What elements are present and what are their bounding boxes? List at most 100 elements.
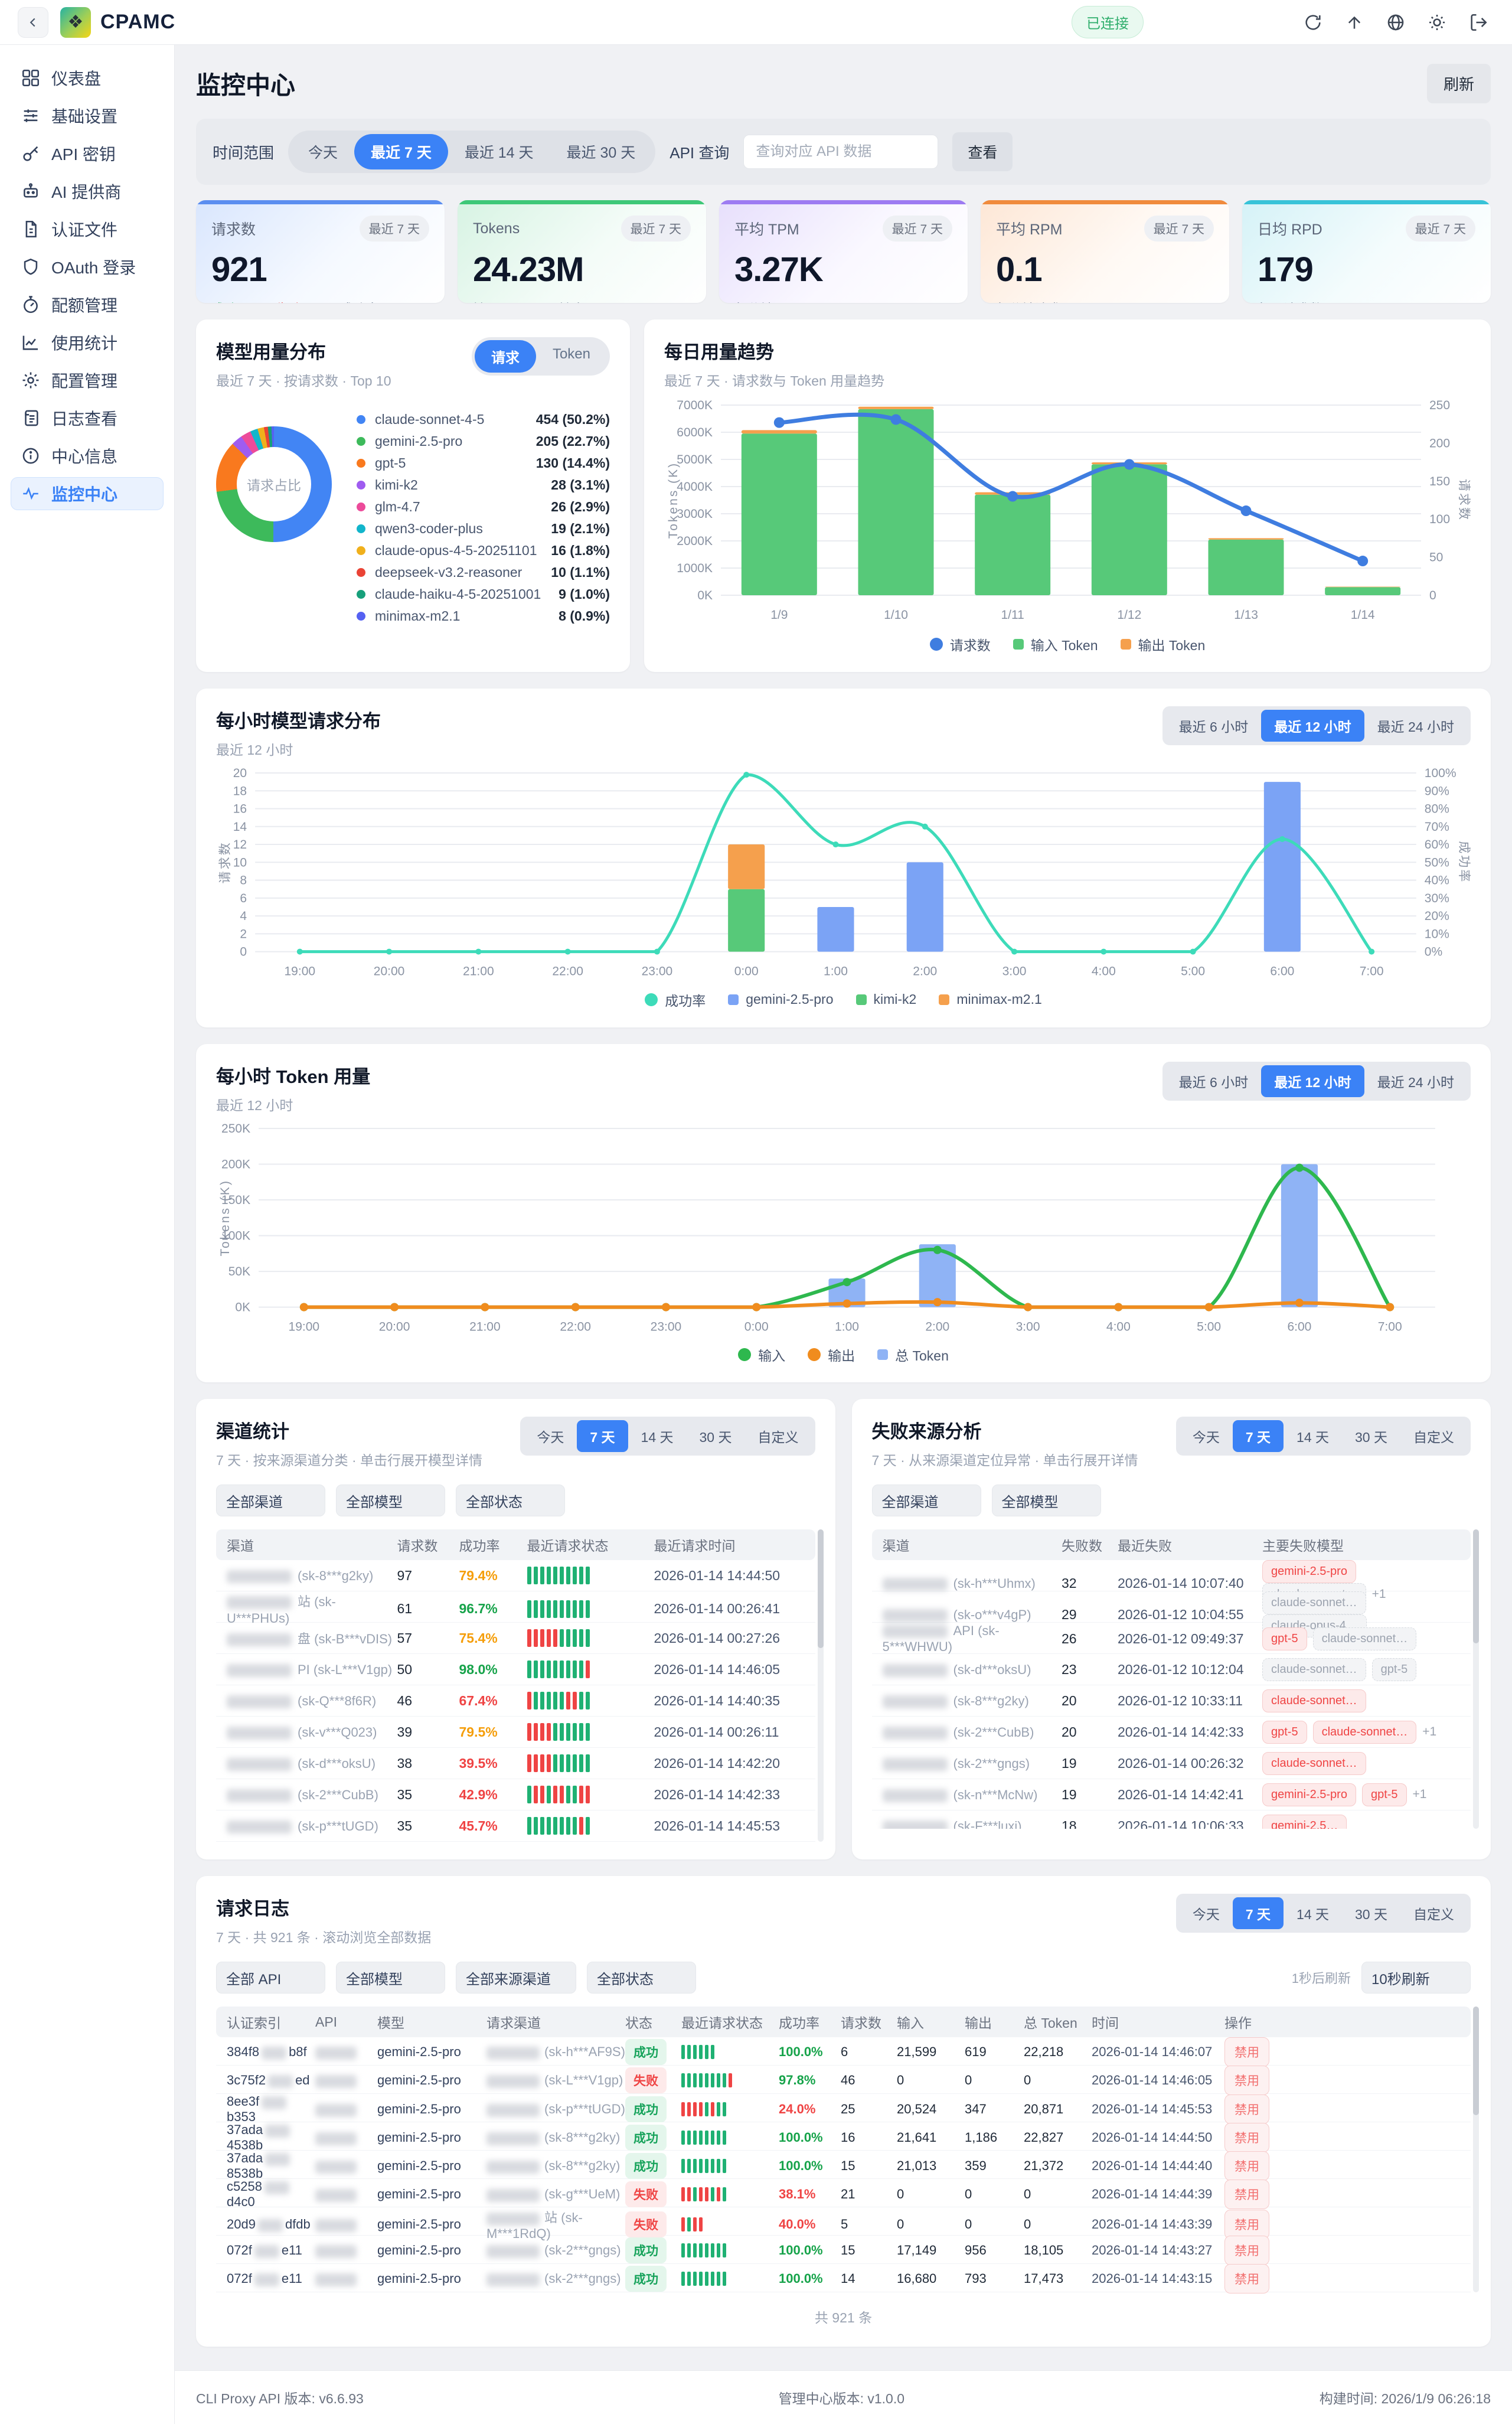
range-tab[interactable]: 7 天 [577, 1420, 628, 1453]
upload-icon[interactable] [1344, 12, 1364, 32]
sidebar-item[interactable]: 认证文件 [11, 213, 164, 246]
disable-button[interactable]: 禁用 [1224, 2037, 1269, 2067]
sidebar-item[interactable]: 监控中心 [11, 477, 164, 510]
donut-legend-row[interactable]: glm-4.7 26 (2.9%) [357, 496, 610, 518]
time-range-option[interactable]: 最近 30 天 [566, 145, 636, 161]
disable-button[interactable]: 禁用 [1224, 2066, 1269, 2096]
channel-table-row[interactable]: (sk-Q***8f6R) 46 67.4% 2026-01-14 14:40:… [216, 1685, 815, 1717]
log-table-row[interactable]: 072f e11 gemini-2.5-pro (sk-2***gngs) 成功 … [216, 2236, 1471, 2266]
disable-button[interactable]: 禁用 [1224, 2180, 1269, 2210]
range-tab[interactable]: 最近 12 小时 [1261, 1065, 1364, 1097]
refresh-icon[interactable] [1303, 12, 1323, 32]
range-tab[interactable]: 今天 [1192, 1907, 1220, 1923]
filter-select[interactable]: 全部模型 [336, 1962, 445, 1994]
filter-select[interactable]: 全部模型 [991, 1485, 1101, 1517]
log-table-row[interactable]: 384f8 b8f gemini-2.5-pro (sk-h***AF9S) 成功… [216, 2037, 1471, 2067]
range-tab[interactable]: 14 天 [1297, 1430, 1330, 1446]
range-tab[interactable]: 自定义 [757, 1430, 799, 1446]
failure-table-row[interactable]: (sk-F***luxi) 18 2026-01-14 10:06:33 gem… [872, 1810, 1471, 1829]
channel-table-row[interactable]: PI (sk-L***V1gp) 50 98.0% 2026-01-14 14:… [216, 1654, 815, 1686]
channel-table-row[interactable]: (sk-2***CubB) 35 42.9% 2026-01-14 14:42:… [216, 1779, 815, 1811]
disable-button[interactable]: 禁用 [1224, 2210, 1269, 2240]
log-table-row[interactable]: 37ada4538b gemini-2.5-pro (sk-8***g2ky) … [216, 2122, 1471, 2153]
channel-table-row[interactable]: 站 (sk-U***PHUs) 61 96.7% 2026-01-14 00:2… [216, 1591, 815, 1626]
refresh-button[interactable]: 刷新 [1426, 64, 1491, 103]
legend-item[interactable]: 成功率 [645, 990, 706, 1010]
legend-item[interactable]: 输入 [738, 1345, 785, 1365]
donut-legend-row[interactable]: minimax-m2.1 8 (0.9%) [357, 605, 610, 627]
filter-select[interactable]: 全部渠道 [216, 1485, 325, 1517]
range-tab[interactable]: 30 天 [699, 1430, 732, 1446]
filter-select[interactable]: 全部来源渠道 [456, 1962, 576, 1994]
legend-item[interactable]: 输入 Token [1013, 634, 1098, 654]
donut-legend-row[interactable]: gemini-2.5-pro 205 (22.7%) [357, 430, 610, 452]
range-tab[interactable]: 自定义 [1413, 1907, 1454, 1923]
range-tab[interactable]: 7 天 [1232, 1420, 1284, 1453]
disable-button[interactable]: 禁用 [1224, 2123, 1269, 2153]
sidebar-item[interactable]: 中心信息 [11, 439, 164, 472]
donut-legend-row[interactable]: qwen3-coder-plus 19 (2.1%) [357, 518, 610, 540]
time-range-option[interactable]: 今天 [308, 145, 338, 161]
range-tab[interactable]: 自定义 [1413, 1430, 1454, 1446]
legend-item[interactable]: 请求数 [929, 634, 991, 654]
log-table-row[interactable]: 072f e11 gemini-2.5-pro (sk-2***gngs) 成功 … [216, 2264, 1471, 2294]
channel-table-row[interactable]: (sk-v***Q023) 39 79.5% 2026-01-14 00:26:… [216, 1717, 815, 1748]
filter-select[interactable]: 全部 API [216, 1962, 325, 1994]
disable-button[interactable]: 禁用 [1224, 2151, 1269, 2181]
api-query-input[interactable] [743, 135, 939, 169]
sidebar-item[interactable]: API 密钥 [11, 137, 164, 170]
range-tab[interactable]: 最近 6 小时 [1178, 1074, 1249, 1090]
range-tab[interactable]: 最近 6 小时 [1178, 719, 1249, 735]
filter-select[interactable]: 全部渠道 [871, 1485, 981, 1517]
range-tab[interactable]: 今天 [1192, 1430, 1220, 1446]
legend-item[interactable]: 输出 Token [1120, 634, 1205, 654]
channel-table-row[interactable]: (sk-p***tUGD) 35 45.7% 2026-01-14 14:45:… [216, 1810, 815, 1842]
failure-table-row[interactable]: (sk-o***v4gP) 29 2026-01-12 10:04:55 cla… [871, 1591, 1471, 1638]
log-table-row[interactable]: 8ee3fb353 gemini-2.5-pro (sk-p***tUGD) 成… [216, 2094, 1471, 2125]
sidebar-item[interactable]: 基础设置 [11, 99, 164, 132]
range-tab[interactable]: 14 天 [1297, 1907, 1330, 1923]
legend-item[interactable]: minimax-m2.1 [939, 991, 1042, 1007]
filter-select[interactable]: 全部状态 [456, 1485, 565, 1517]
sidebar-item[interactable]: 配置管理 [11, 364, 164, 397]
failure-table-row[interactable]: (sk-2***CubB) 20 2026-01-14 14:42:33 gpt… [871, 1717, 1471, 1748]
sidebar-item[interactable]: AI 提供商 [11, 175, 164, 208]
table-scrollbar[interactable] [1473, 2007, 1479, 2293]
donut-legend-row[interactable]: claude-sonnet-4-5 454 (50.2%) [357, 409, 610, 430]
sidebar-collapse-button[interactable] [18, 6, 48, 38]
log-table-row[interactable]: c5258d4c0 gemini-2.5-pro (sk-g***UeM) 失败… [216, 2179, 1471, 2210]
donut-legend-row[interactable]: gpt-5 130 (14.4%) [357, 452, 610, 474]
range-tab[interactable]: 最近 12 小时 [1261, 710, 1364, 742]
theme-sun-icon[interactable] [1427, 12, 1447, 32]
donut-legend-row[interactable]: claude-opus-4-5-20251101 16 (1.8%) [357, 540, 610, 562]
time-range-option[interactable]: 最近 14 天 [464, 145, 534, 161]
filter-select[interactable]: 全部状态 [587, 1962, 696, 1994]
range-tab[interactable]: 最近 24 小时 [1377, 1074, 1454, 1090]
filter-select[interactable]: 全部模型 [336, 1485, 445, 1517]
table-scrollbar[interactable] [1473, 1529, 1479, 1829]
channel-table-row[interactable]: (sk-8***g2ky) 97 79.4% 2026-01-14 14:44:… [216, 1560, 815, 1592]
legend-item[interactable]: 总 Token [877, 1345, 949, 1365]
log-table-row[interactable]: 3c75f2 ed gemini-2.5-pro (sk-L***V1gp) 失败… [216, 2066, 1471, 2096]
channel-table-row[interactable]: (sk-d***oksU) 38 39.5% 2026-01-14 14:42:… [216, 1748, 815, 1780]
sidebar-item[interactable]: 仪表盘 [11, 61, 164, 94]
donut-legend-row[interactable]: claude-haiku-4-5-20251001 9 (1.0%) [357, 583, 610, 605]
failure-table-row[interactable]: (sk-d***oksU) 23 2026-01-12 10:12:04 cla… [871, 1654, 1471, 1686]
sidebar-item[interactable]: 日志查看 [11, 402, 164, 435]
failure-table-row[interactable]: API (sk-5***WHWU) 26 2026-01-12 09:49:37… [871, 1623, 1471, 1655]
logout-icon[interactable] [1468, 12, 1488, 32]
range-tab[interactable]: 14 天 [641, 1430, 674, 1446]
donut-mode-option[interactable]: Token [552, 346, 590, 362]
time-range-option[interactable]: 最近 7 天 [354, 134, 448, 169]
log-table-row[interactable]: 20d9 dfdb gemini-2.5-pro 站 (sk-M***1RdQ) … [216, 2207, 1471, 2241]
refresh-interval-select[interactable]: 10秒刷新 [1361, 1962, 1471, 1994]
sidebar-item[interactable]: 配额管理 [11, 288, 164, 321]
range-tab[interactable]: 最近 24 小时 [1377, 719, 1454, 735]
view-button[interactable]: 查看 [952, 132, 1013, 171]
range-tab[interactable]: 7 天 [1232, 1897, 1284, 1930]
sidebar-item[interactable]: OAuth 登录 [11, 250, 164, 283]
failure-table-row[interactable]: (sk-h***Uhmx) 32 2026-01-14 10:07:40 gem… [871, 1560, 1471, 1607]
language-globe-icon[interactable] [1386, 12, 1406, 32]
table-scrollbar[interactable] [817, 1529, 824, 1842]
legend-item[interactable]: gemini-2.5-pro [728, 991, 834, 1007]
